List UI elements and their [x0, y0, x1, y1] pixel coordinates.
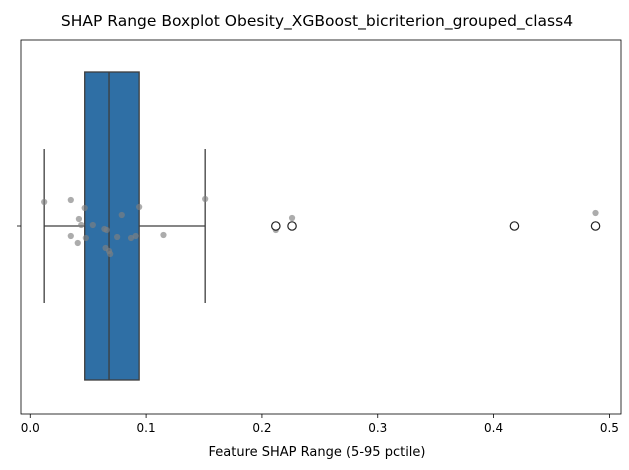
x-tick-label: 0.1 [137, 421, 156, 435]
strip-point [118, 211, 125, 219]
x-axis-label: Feature SHAP Range (5-95 pctile) [209, 445, 426, 460]
strip-point [107, 250, 114, 258]
strip-point [202, 195, 209, 203]
strip-point [81, 204, 88, 212]
x-tick-label: 0.3 [368, 421, 387, 435]
strip-point [592, 209, 599, 217]
strip-point [114, 233, 121, 241]
strip-point [82, 234, 89, 242]
strip-point [75, 215, 83, 223]
strip-point [89, 221, 96, 229]
x-tick-label: 0.4 [484, 421, 503, 435]
strip-point [288, 214, 296, 222]
strip-point [132, 232, 139, 240]
outlier-marker [509, 221, 520, 231]
x-tick-label: 0.2 [252, 421, 271, 435]
strip-point [41, 198, 48, 206]
strip-point [74, 239, 81, 247]
strip-point [136, 203, 143, 211]
x-axis: 0.0 0.1 0.2 0.3 0.4 0.5 [21, 414, 619, 435]
strip-point [160, 231, 167, 239]
x-tick-label: 0.5 [600, 421, 619, 435]
outlier-marker [271, 221, 281, 231]
strip-point [103, 226, 110, 234]
chart-title: SHAP Range Boxplot Obesity_XGBoost_bicri… [61, 12, 573, 31]
outlier-marker [287, 221, 297, 231]
strip-point [67, 196, 74, 204]
outlier-marker [590, 221, 601, 231]
whiskers [43, 149, 206, 303]
strip-point [78, 221, 85, 229]
outlier-markers [271, 221, 601, 231]
plot-area-frame [20, 39, 622, 415]
x-tick-label: 0.0 [21, 421, 40, 435]
strip-point [127, 234, 135, 242]
strip-point [67, 232, 74, 240]
